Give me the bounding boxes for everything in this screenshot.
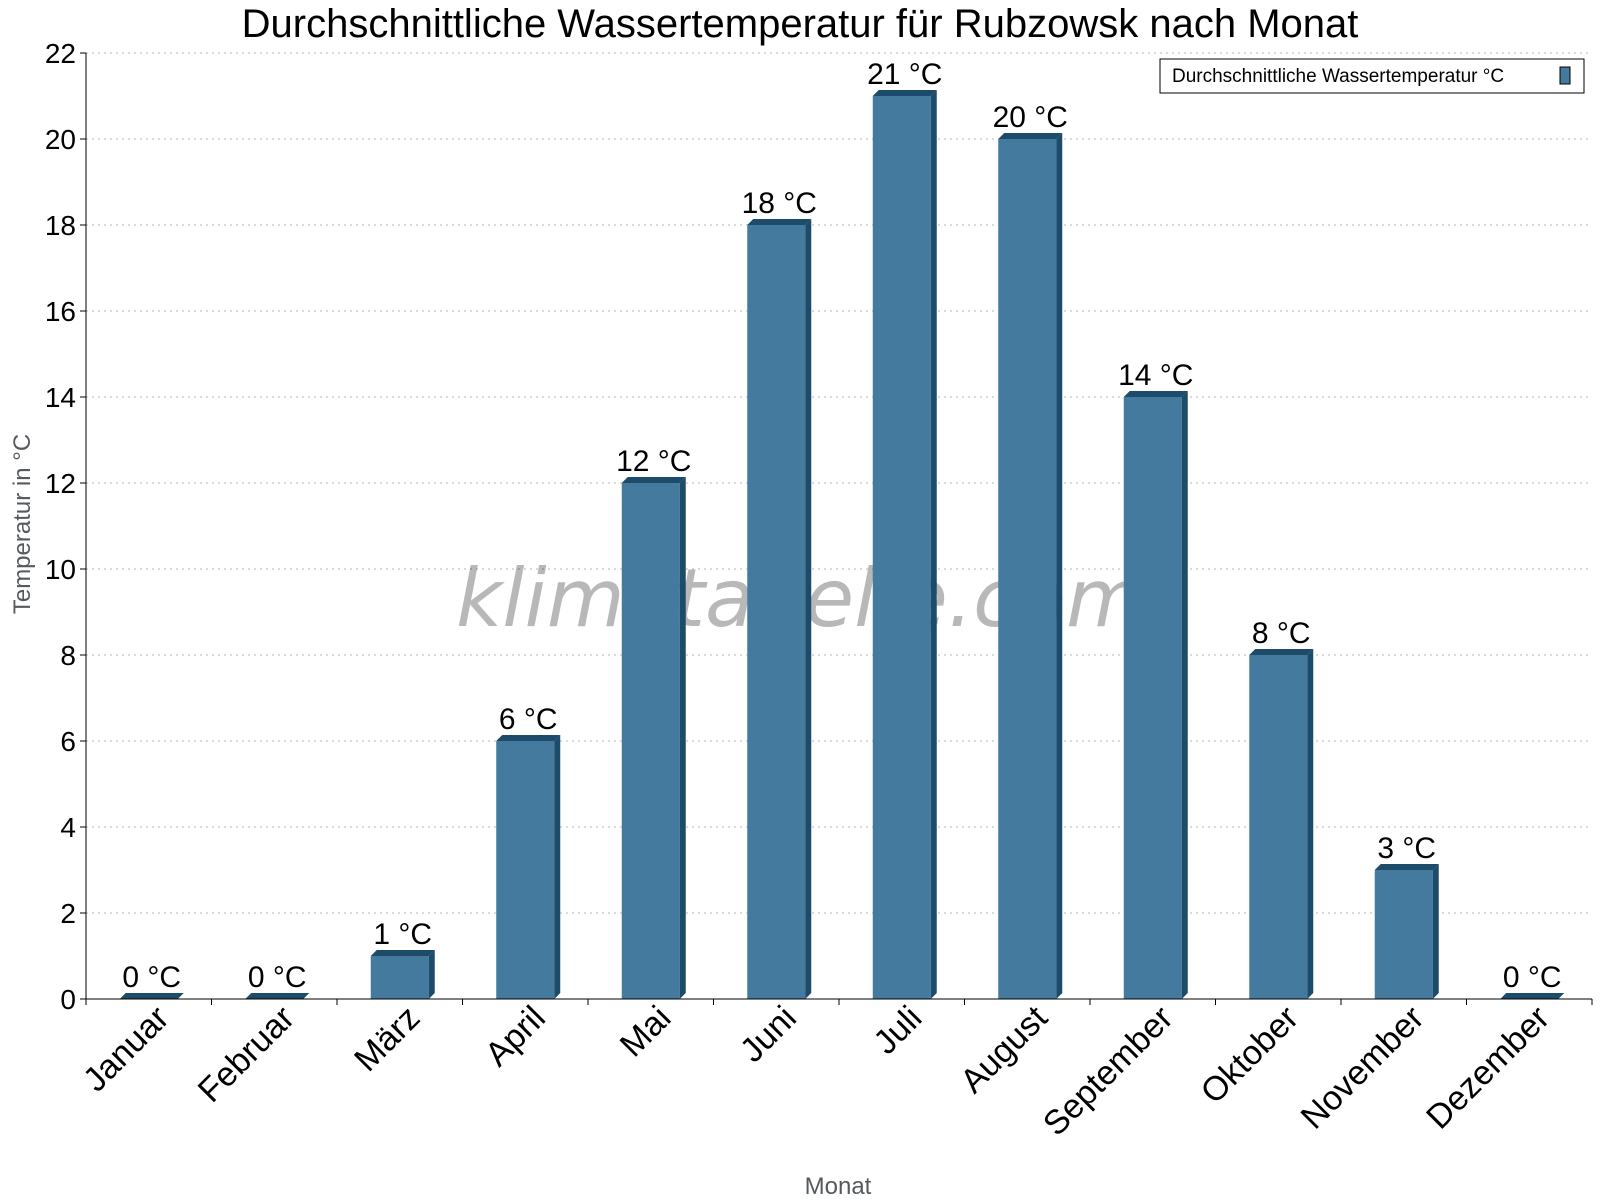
bar-top: [621, 477, 686, 483]
y-tick-label: 22: [45, 38, 76, 69]
x-tick-label: Januar: [76, 999, 176, 1099]
bars: 0 °C 0 °C 1 °C 6 °C 12 °C 18 °C 21 °C 20 °C 14 °…: [119, 58, 1565, 999]
legend-label: Durchschnittliche Wassertemperatur °C: [1172, 66, 1504, 87]
bar-value-label: 0 °C: [248, 961, 307, 994]
x-axis-label: Monat: [805, 1173, 872, 1200]
x-tick-label: Juli: [866, 999, 929, 1062]
x-tick-label: September: [1036, 999, 1180, 1143]
bar-value-label: 0 °C: [122, 961, 181, 994]
bar-top: [998, 133, 1063, 139]
bar-group: 12 °C: [616, 445, 691, 999]
y-tick-label: 16: [45, 296, 76, 327]
bar-value-label: 18 °C: [742, 187, 817, 220]
bar-top: [1123, 391, 1188, 397]
bar-group: 21 °C: [867, 58, 942, 999]
x-tick-label: Dezember: [1419, 999, 1557, 1137]
y-tick-label: 4: [60, 812, 76, 843]
bar-side: [679, 477, 686, 999]
bar-top: [496, 735, 561, 741]
bar-value-label: 8 °C: [1252, 617, 1311, 650]
bar-group: 0 °C: [245, 961, 310, 999]
bar-value-label: 0 °C: [1503, 961, 1562, 994]
bar-group: 6 °C: [496, 703, 561, 999]
bar-group: 14 °C: [1118, 359, 1193, 999]
x-tick-label: November: [1294, 999, 1432, 1137]
y-tick-label: 20: [45, 124, 76, 155]
bar-top: [119, 993, 184, 999]
bar-value-label: 6 °C: [499, 703, 558, 736]
bar-top: [872, 90, 937, 96]
bar-side: [805, 219, 812, 999]
bar-top: [1249, 649, 1314, 655]
chart-title: Durchschnittliche Wassertemperatur für R…: [242, 2, 1359, 46]
bar-group: 1 °C: [370, 918, 435, 999]
bar-group: 8 °C: [1249, 617, 1314, 999]
bar-group: 18 °C: [742, 187, 817, 999]
x-tick-label: März: [347, 999, 427, 1079]
x-tick-label: Juni: [733, 999, 804, 1070]
bar-side: [1432, 864, 1439, 999]
legend-swatch: [1559, 66, 1571, 85]
bar-group: 3 °C: [1374, 832, 1439, 999]
bar: [998, 139, 1057, 999]
bar: [747, 225, 806, 999]
x-tick-label: Oktober: [1194, 999, 1306, 1111]
bar: [872, 96, 931, 999]
x-tick-label: August: [953, 998, 1055, 1100]
y-axis-label: Temperatur in °C: [9, 434, 36, 614]
y-tick-label: 14: [45, 382, 76, 413]
y-tick-label: 8: [60, 640, 76, 671]
bar-side: [428, 950, 435, 999]
bar: [621, 483, 680, 999]
bar-value-label: 1 °C: [373, 918, 432, 951]
bar-side: [554, 735, 561, 999]
bar-group: 0 °C: [119, 961, 184, 999]
bar: [370, 956, 429, 999]
y-tick-label: 12: [45, 468, 76, 499]
x-tick-label: April: [478, 999, 553, 1074]
x-tick-label: Mai: [613, 999, 679, 1065]
bar-top: [747, 219, 812, 225]
bar: [1374, 870, 1433, 999]
bar-group: 0 °C: [1500, 961, 1565, 999]
bar-group: 20 °C: [993, 101, 1068, 999]
bar-top: [1500, 993, 1565, 999]
x-tick-label: Februar: [191, 999, 302, 1110]
bar-value-label: 12 °C: [616, 445, 691, 478]
bar: [1123, 397, 1182, 999]
bar-top: [245, 993, 310, 999]
bar: [496, 741, 555, 999]
bar-value-label: 14 °C: [1118, 359, 1193, 392]
bar-side: [1307, 649, 1314, 999]
bar-side: [930, 90, 937, 999]
grid-lines: [86, 52, 1592, 914]
bar-value-label: 21 °C: [867, 58, 942, 91]
bar-value-label: 20 °C: [993, 101, 1068, 134]
legend: Durchschnittliche Wassertemperatur °C: [1159, 58, 1585, 94]
y-tick-label: 2: [60, 898, 76, 929]
bar-top: [1374, 864, 1439, 870]
y-tick-label: 10: [45, 554, 76, 585]
y-tick-label: 6: [60, 726, 76, 757]
bar-side: [1056, 133, 1063, 999]
bar: [1249, 655, 1308, 999]
y-tick-label: 18: [45, 210, 76, 241]
legend-box: [1159, 58, 1585, 94]
bar-side: [1181, 391, 1188, 999]
y-tick-label: 0: [60, 984, 76, 1015]
bar-value-label: 3 °C: [1377, 832, 1436, 865]
bar-top: [370, 950, 435, 956]
